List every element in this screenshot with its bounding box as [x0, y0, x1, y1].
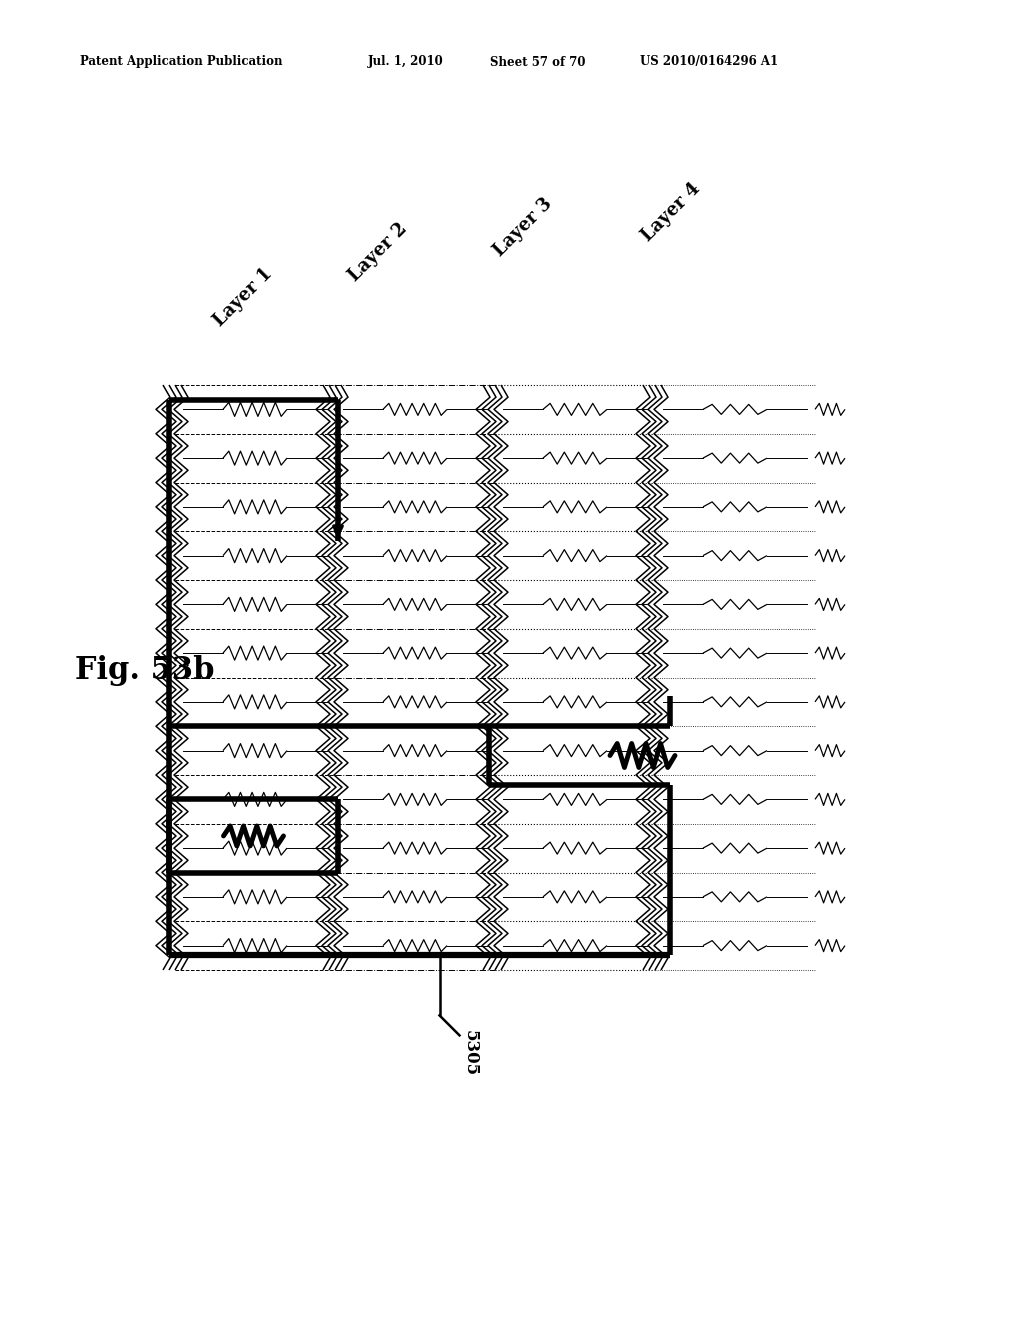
Text: Jul. 1, 2010: Jul. 1, 2010: [368, 55, 443, 69]
Text: Patent Application Publication: Patent Application Publication: [80, 55, 283, 69]
Text: Layer 3: Layer 3: [490, 194, 555, 260]
Text: Layer 4: Layer 4: [638, 180, 703, 246]
Text: Sheet 57 of 70: Sheet 57 of 70: [490, 55, 586, 69]
Text: 5305: 5305: [462, 1031, 478, 1077]
Text: Fig. 53b: Fig. 53b: [75, 655, 214, 685]
Text: Layer 1: Layer 1: [210, 264, 275, 330]
Text: US 2010/0164296 A1: US 2010/0164296 A1: [640, 55, 778, 69]
Text: Layer 2: Layer 2: [345, 219, 411, 285]
